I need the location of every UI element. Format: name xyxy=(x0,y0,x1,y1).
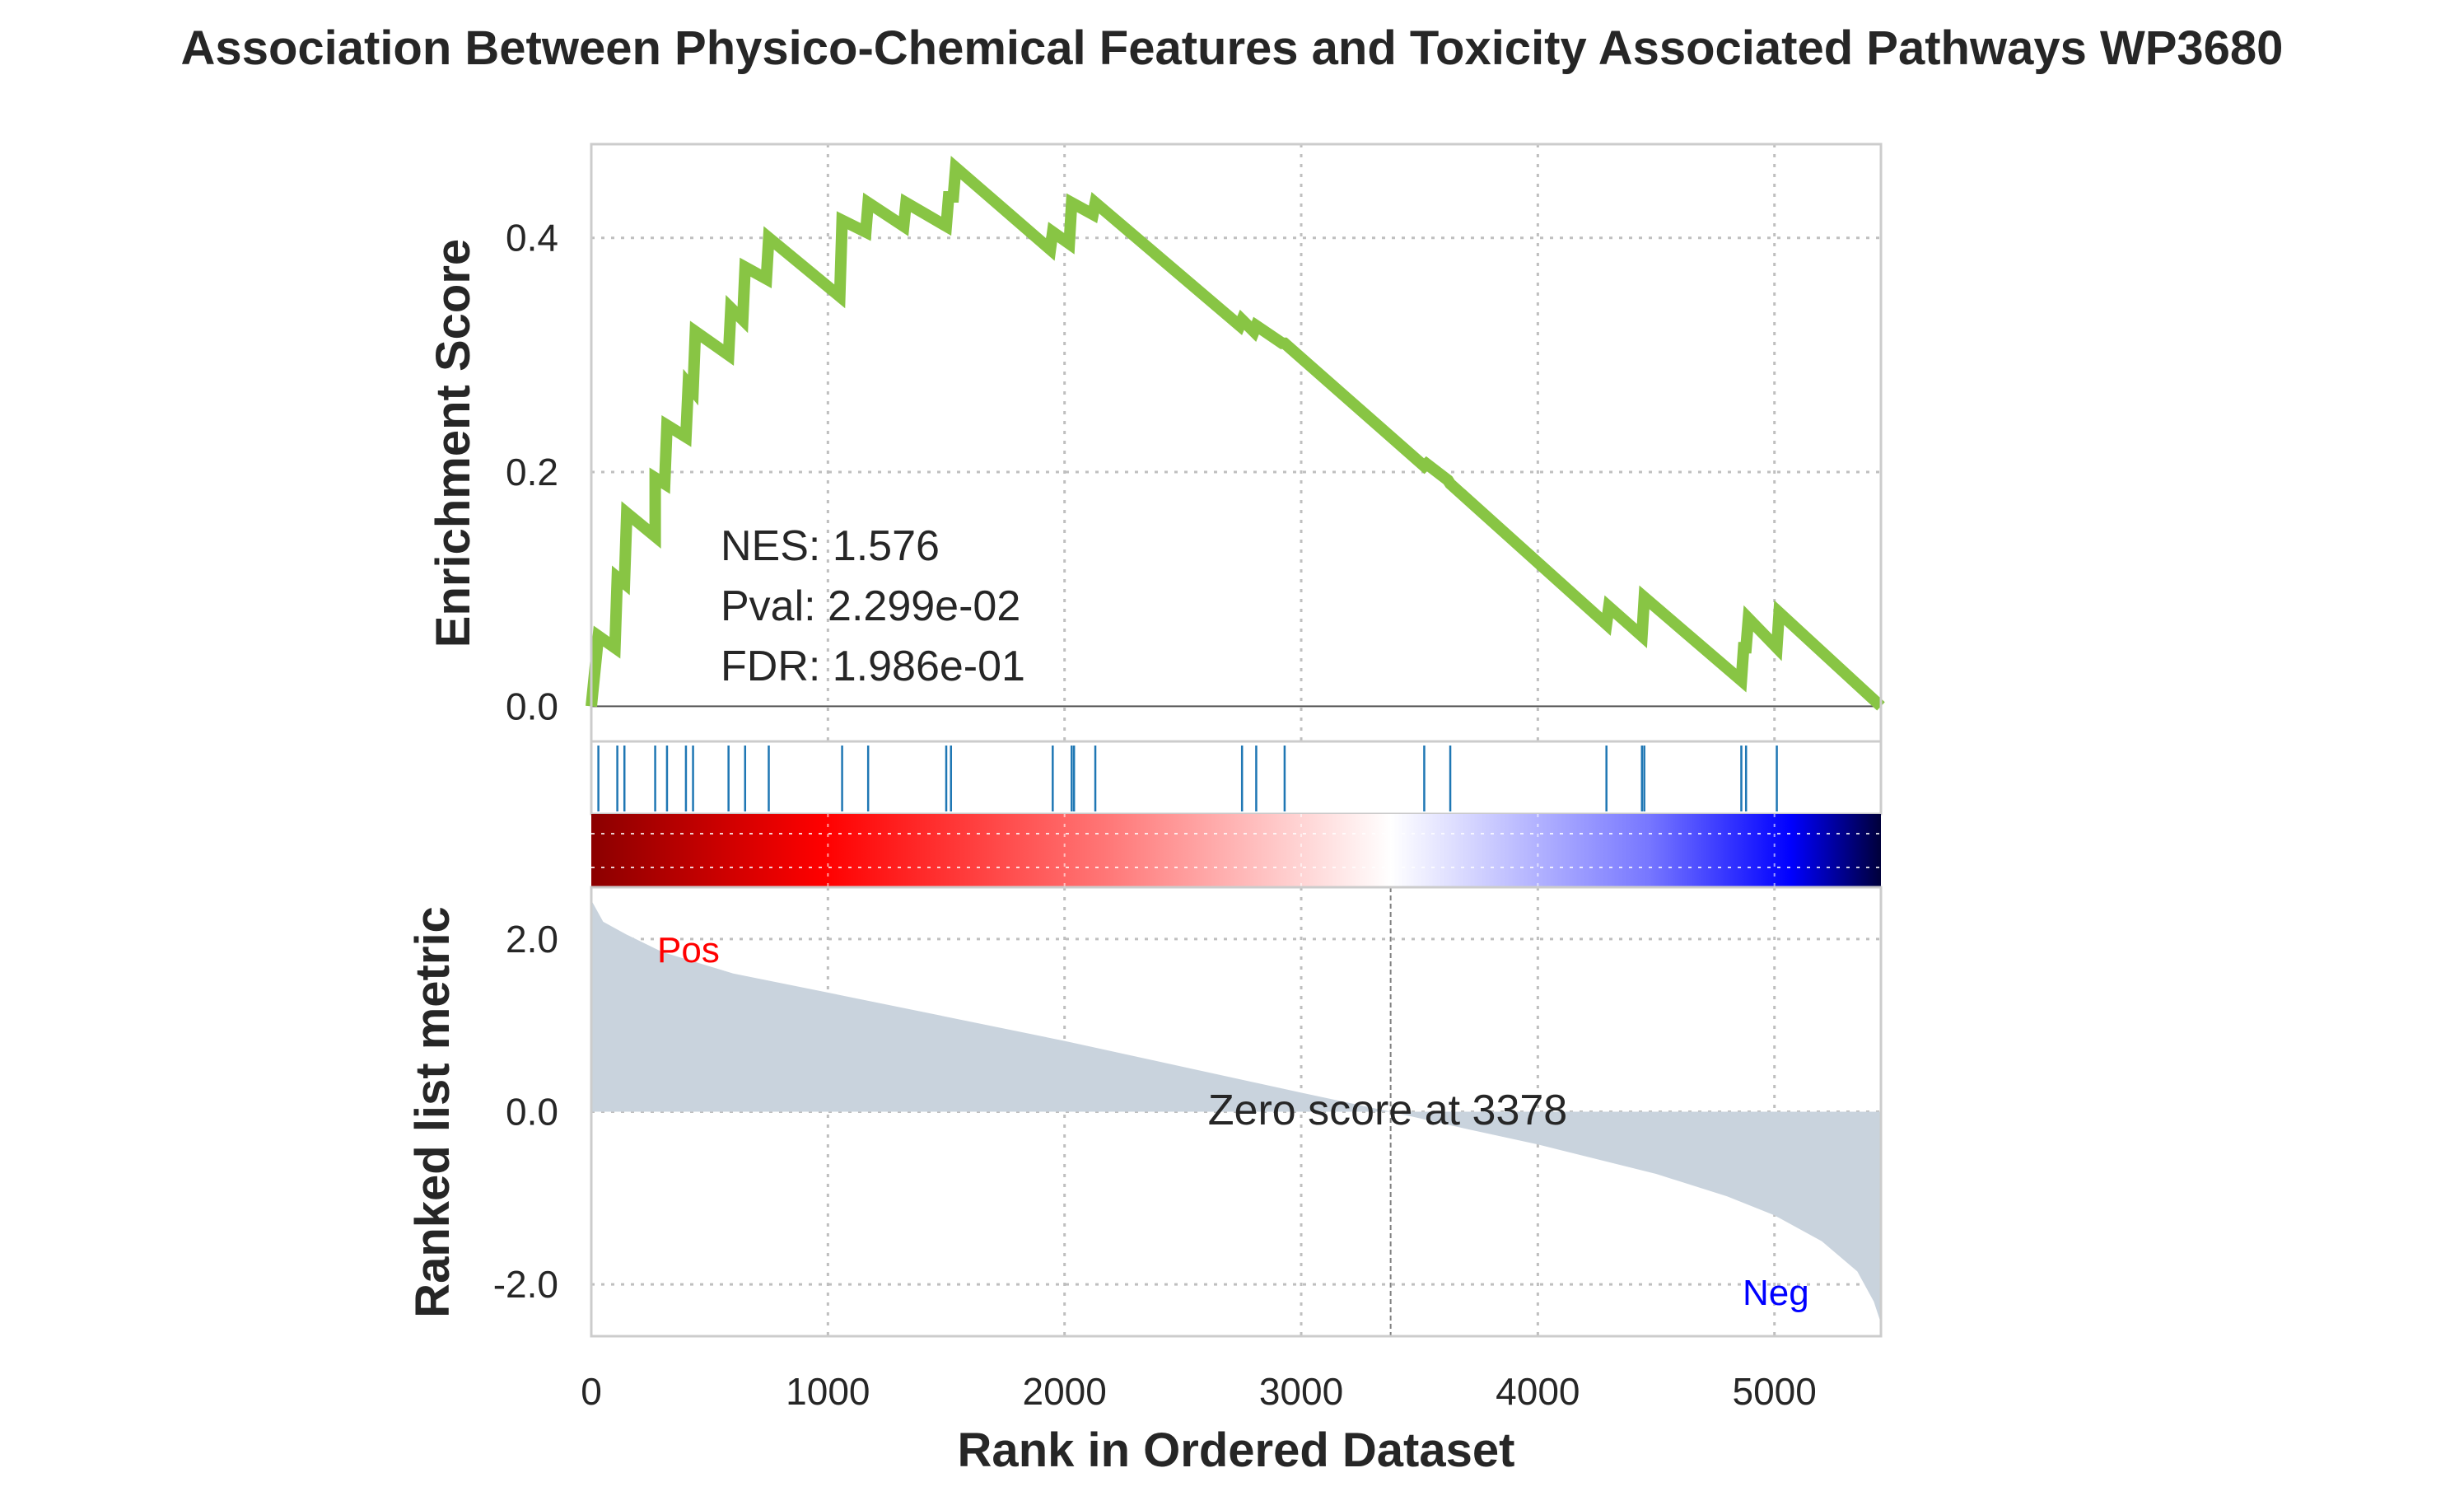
hits-panel xyxy=(590,740,1883,816)
enrichment-y-tick-label: 0.2 xyxy=(506,451,558,493)
ranked-metric-y-tick-label: 2.0 xyxy=(506,918,558,961)
pos-label: Pos xyxy=(657,930,720,970)
ranked-metric-panel: -2.0 0.0 2.0 Ranked list metric Pos Neg Ze… xyxy=(406,886,1883,1338)
hits-frame xyxy=(590,740,1883,816)
heatmap-gridlines xyxy=(591,814,1881,887)
enrichment-y-ticks: 0.0 0.2 0.4 xyxy=(506,217,558,728)
x-tick-label: 2000 xyxy=(1023,1370,1107,1413)
ranked-metric-y-label: Ranked list metric xyxy=(406,906,460,1318)
enrichment-panel: 0.0 0.2 0.4 Enrichment Score NES: 1.576 Pv… xyxy=(427,143,1885,743)
ranked-metric-area xyxy=(591,900,1881,1324)
x-ticks: 0 1000 2000 3000 4000 5000 xyxy=(581,1370,1817,1413)
x-tick-label: 0 xyxy=(581,1370,602,1413)
zero-score-label: Zero score at 3378 xyxy=(1208,1087,1567,1134)
ranked-metric-y-tick-label: 0.0 xyxy=(506,1091,558,1134)
ranked-metric-y-ticks: -2.0 0.0 2.0 xyxy=(493,918,558,1306)
x-tick-label: 3000 xyxy=(1259,1370,1343,1413)
x-tick-label: 1000 xyxy=(786,1370,870,1413)
rank-heatmap-bar xyxy=(591,814,1881,887)
chart-title: Association Between Physico-Chemical Fea… xyxy=(181,21,2284,75)
heatmap-panel xyxy=(591,814,1881,887)
enrichment-y-tick-label: 0.0 xyxy=(506,685,558,727)
x-tick-label: 5000 xyxy=(1733,1370,1817,1413)
fdr-annotation: FDR: 1.986e-01 xyxy=(721,643,1025,690)
pval-annotation: Pval: 2.299e-02 xyxy=(721,582,1020,630)
ranked-metric-y-tick-label: -2.0 xyxy=(493,1263,558,1306)
enrichment-score-line xyxy=(586,156,1885,711)
ranked-metric-frame xyxy=(590,886,1883,1338)
enrichment-y-tick-label: 0.4 xyxy=(506,217,558,259)
enrichment-y-label: Enrichment Score xyxy=(427,239,480,647)
nes-annotation: NES: 1.576 xyxy=(721,522,940,570)
x-tick-label: 4000 xyxy=(1496,1370,1580,1413)
x-axis-label: Rank in Ordered Dataset xyxy=(958,1424,1515,1477)
neg-label: Neg xyxy=(1743,1273,1809,1313)
hit-markers xyxy=(597,746,1778,811)
